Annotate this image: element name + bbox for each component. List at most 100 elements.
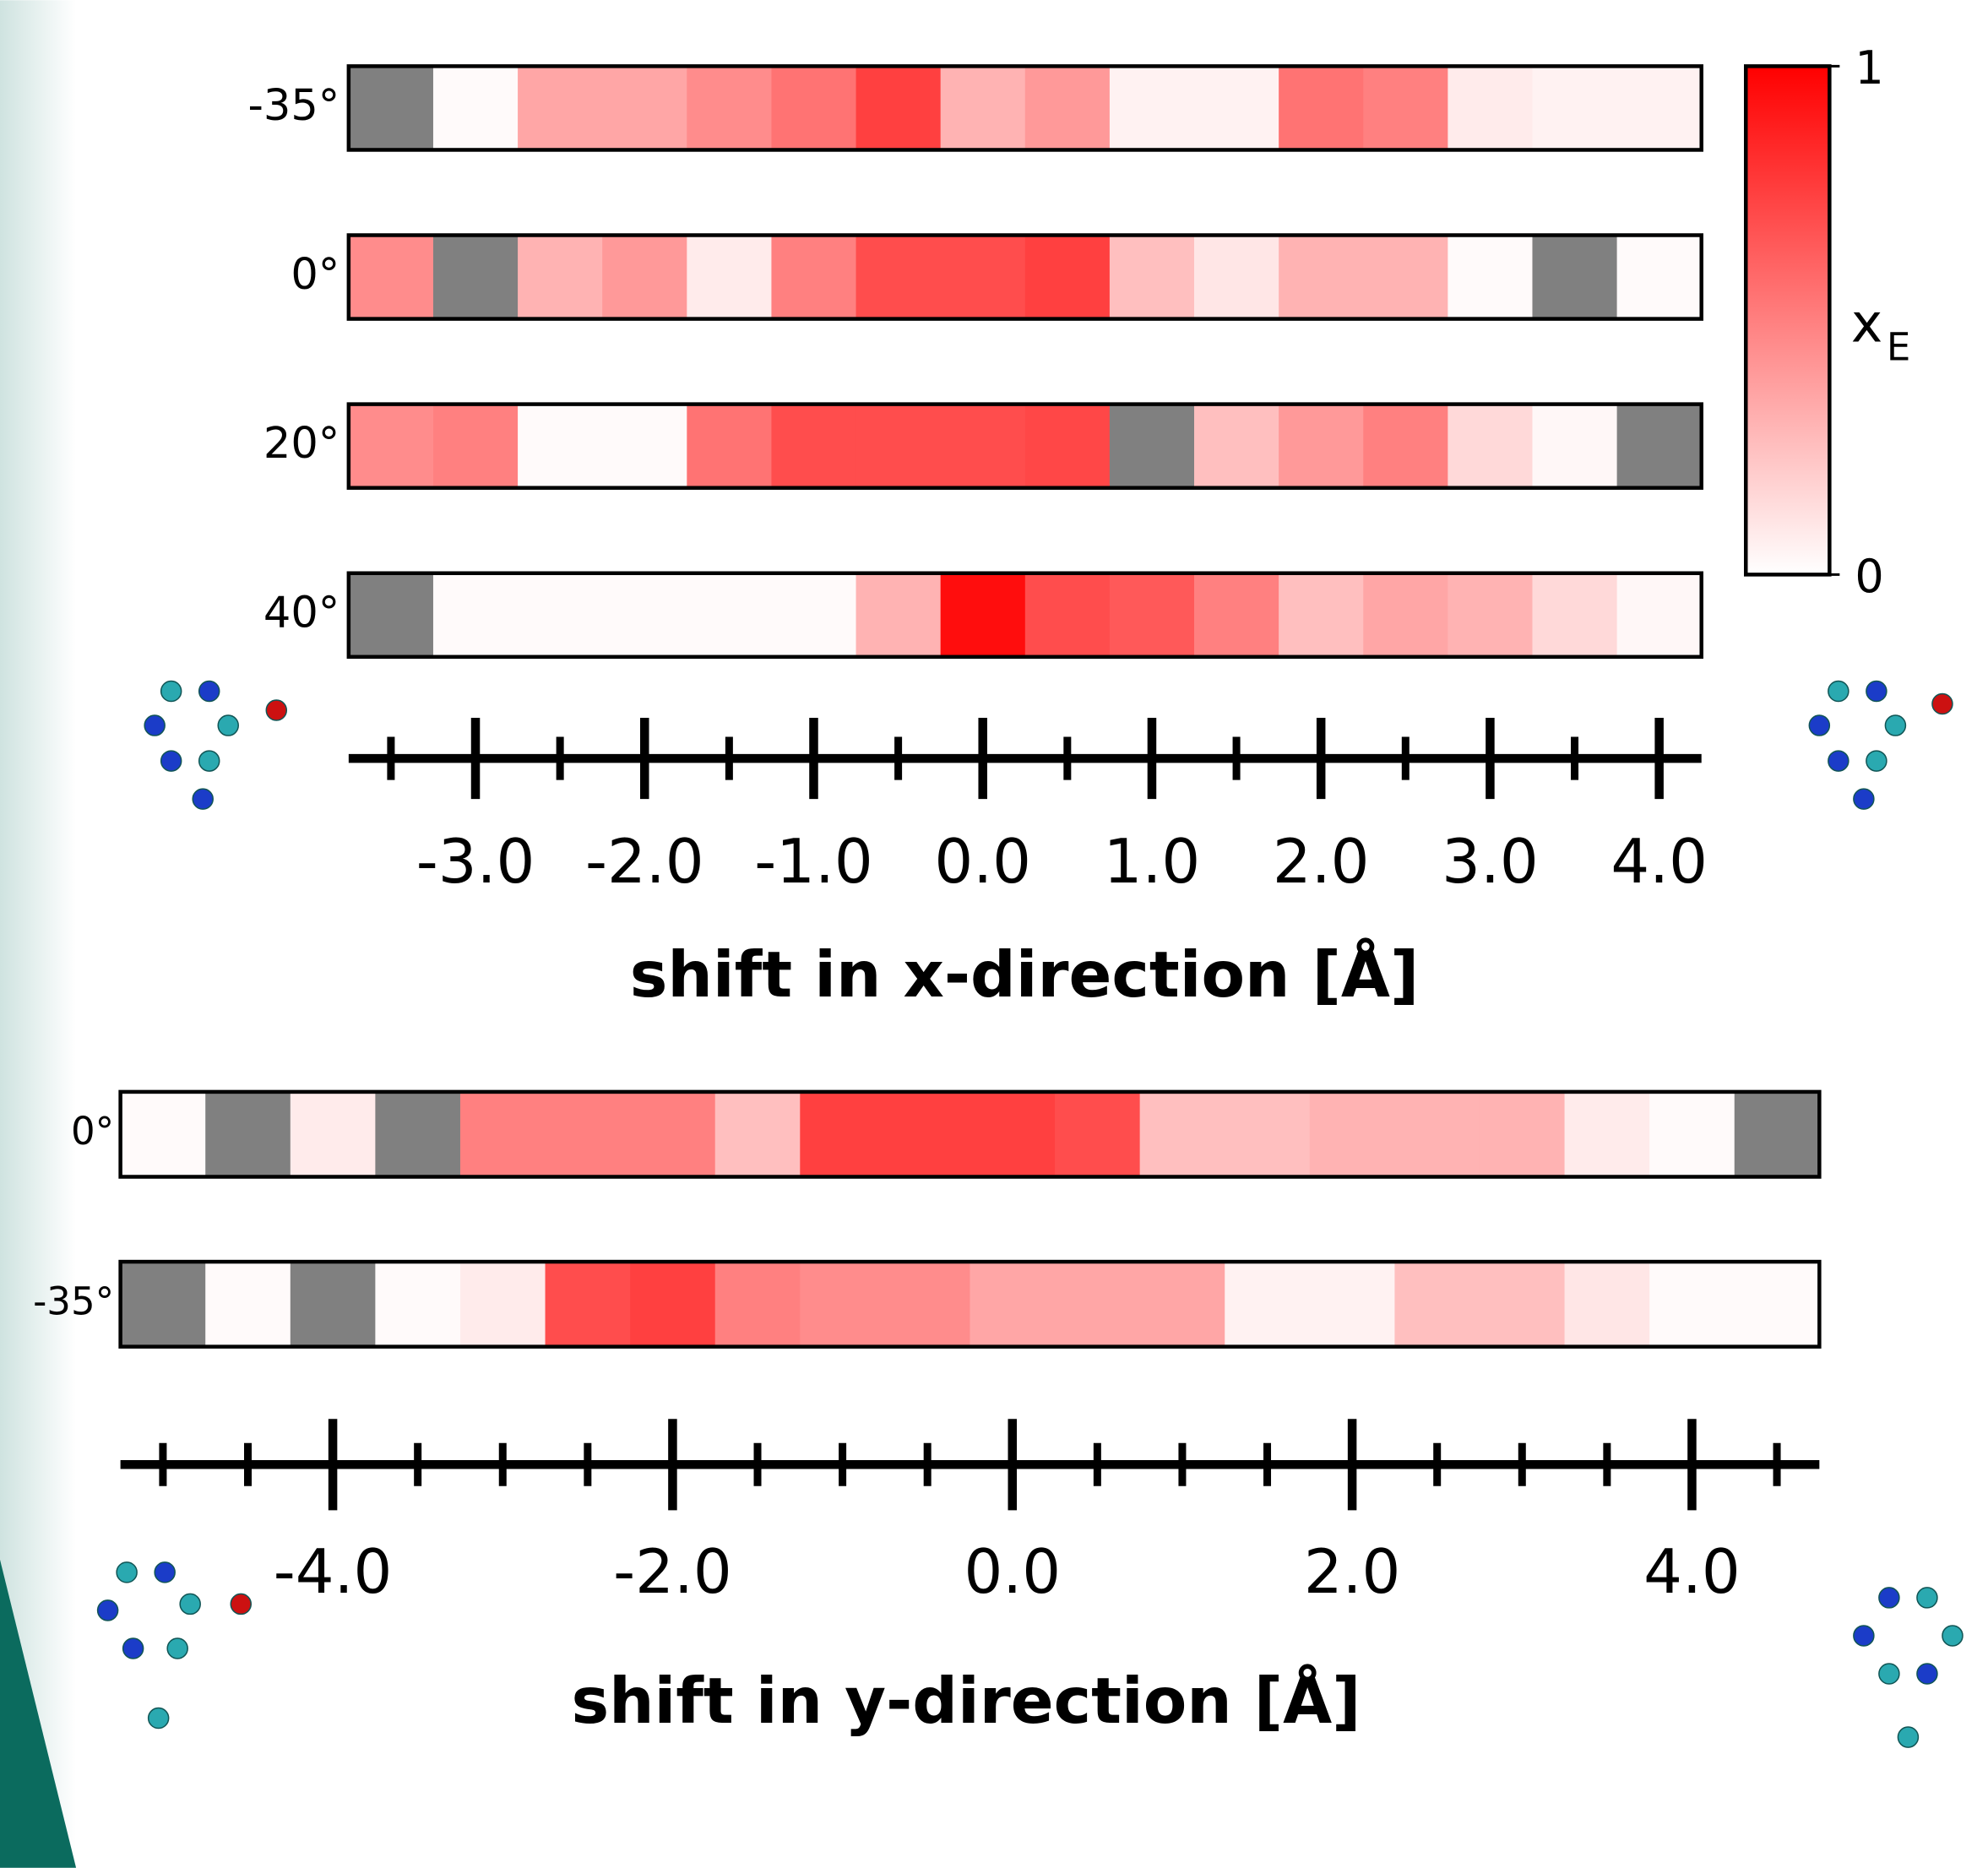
row-label: 40° xyxy=(263,588,339,638)
colorbar-tick-label: 1 xyxy=(1855,41,1883,95)
heatmap-cell xyxy=(856,405,942,488)
heatmap-cell xyxy=(771,235,856,318)
heatmap-cell xyxy=(602,235,687,318)
heatmap-cell xyxy=(970,1092,1055,1177)
heatmap-cell xyxy=(1279,235,1364,318)
heatmap-cell xyxy=(1194,405,1279,488)
heatmap-cell xyxy=(375,1262,460,1347)
heatmap-cell xyxy=(1480,1092,1565,1177)
x-axis-title: shift in x-direction [Å] xyxy=(630,937,1420,1012)
heatmap-cell xyxy=(715,1092,801,1177)
colorbar-label: x xyxy=(1851,292,1882,355)
heatmap-cell xyxy=(433,235,519,318)
heatmap-cell xyxy=(205,1262,291,1347)
heatmap-cell xyxy=(630,1092,715,1177)
heatmap-cell xyxy=(205,1092,291,1177)
heatmap-cell xyxy=(602,405,687,488)
heatmap-cell xyxy=(1025,405,1111,488)
heatmap-cell xyxy=(1279,405,1364,488)
x-tick-label: -4.0 xyxy=(274,1536,393,1607)
heatmap-cell xyxy=(1194,66,1279,149)
heatmap-cell xyxy=(1279,573,1364,657)
row-label: 0° xyxy=(71,1109,114,1154)
heatmap-cell xyxy=(1194,573,1279,657)
heatmap-cell xyxy=(349,405,434,488)
heatmap-cell xyxy=(518,66,603,149)
heatmap-cell xyxy=(1617,405,1703,488)
x-tick-label: 2.0 xyxy=(1304,1536,1401,1607)
heatmap-cell xyxy=(1735,1092,1820,1177)
heatmap-cell xyxy=(1363,235,1448,318)
heatmap-cell xyxy=(941,66,1026,149)
x-tick-label: 4.0 xyxy=(1643,1536,1741,1607)
heatmap-cell xyxy=(1140,1092,1225,1177)
heatmap-cell xyxy=(518,235,603,318)
heatmap-cell xyxy=(349,573,434,657)
heatmap-cell xyxy=(546,1092,631,1177)
heatmap-cell xyxy=(349,66,434,149)
x-tick-label: -2.0 xyxy=(585,826,704,897)
heatmap-cell xyxy=(941,235,1026,318)
heatmap-cell xyxy=(630,1262,715,1347)
heatmap-cell xyxy=(1532,405,1617,488)
row-label: 20° xyxy=(263,419,339,469)
row-label: -35° xyxy=(247,81,339,131)
heatmap-cell xyxy=(1394,1092,1480,1177)
x-tick-label: -1.0 xyxy=(754,826,873,897)
heatmap-cell xyxy=(687,235,772,318)
heatmap-cell xyxy=(1617,573,1703,657)
x-tick-label: 3.0 xyxy=(1442,826,1539,897)
heatmap-cell xyxy=(1140,1262,1225,1347)
row-label: 0° xyxy=(291,250,339,300)
heatmap-cell xyxy=(771,66,856,149)
heatmap-cell xyxy=(1055,1092,1140,1177)
heatmap-cell xyxy=(1394,1262,1480,1347)
heatmap-cell xyxy=(856,66,942,149)
heatmap-cell xyxy=(715,1262,801,1347)
heatmap-cell xyxy=(433,66,519,149)
background-stripe xyxy=(0,0,76,1867)
x-tick-label: 0.0 xyxy=(964,1536,1061,1607)
heatmap-cell xyxy=(800,1262,885,1347)
heatmap-cell xyxy=(1532,573,1617,657)
page: {"chart_data": [ {"type": "heatmap", "xl… xyxy=(0,0,1988,1868)
heatmap-cell xyxy=(1448,573,1533,657)
heatmap-cell xyxy=(1448,405,1533,488)
figure: -35°0°20°40°-3.0-2.0-1.00.01.02.03.04.0s… xyxy=(0,0,1988,1868)
heatmap-cell xyxy=(1532,66,1617,149)
heatmap-cell xyxy=(602,573,687,657)
heatmap-cell xyxy=(375,1092,460,1177)
heatmap-cell xyxy=(1480,1262,1565,1347)
heatmap-cell xyxy=(518,405,603,488)
heatmap-cell xyxy=(1194,235,1279,318)
heatmap-cell xyxy=(291,1262,376,1347)
heatmap-cell xyxy=(1110,66,1195,149)
colorbar-label-subscript: E xyxy=(1887,325,1910,370)
heatmap-cell xyxy=(349,235,434,318)
heatmap-cell xyxy=(1448,66,1533,149)
heatmap-cell xyxy=(970,1262,1055,1347)
x-axis-title: shift in y-direction [Å] xyxy=(571,1664,1361,1738)
heatmap-cell xyxy=(1735,1262,1820,1347)
x-tick-label: 1.0 xyxy=(1104,826,1201,897)
colorbar xyxy=(1746,66,1829,574)
heatmap-cell xyxy=(800,1092,885,1177)
heatmap-cell xyxy=(1565,1092,1650,1177)
x-tick-label: -2.0 xyxy=(613,1536,732,1607)
heatmap-cell xyxy=(1310,1262,1395,1347)
heatmap-cell xyxy=(1225,1262,1310,1347)
row-label: -35° xyxy=(33,1279,114,1323)
heatmap-cell xyxy=(1279,66,1364,149)
heatmap-cell xyxy=(602,66,687,149)
heatmap-cell xyxy=(1055,1262,1140,1347)
heatmap-cell xyxy=(687,405,772,488)
heatmap-cell xyxy=(1649,1092,1735,1177)
heatmap-cell xyxy=(687,66,772,149)
heatmap-cell xyxy=(460,1092,546,1177)
heatmap-cell xyxy=(1110,405,1195,488)
heatmap-cell xyxy=(885,1262,970,1347)
heatmap-cell xyxy=(518,573,603,657)
x-tick-label: 4.0 xyxy=(1610,826,1708,897)
heatmap-cell xyxy=(1110,573,1195,657)
